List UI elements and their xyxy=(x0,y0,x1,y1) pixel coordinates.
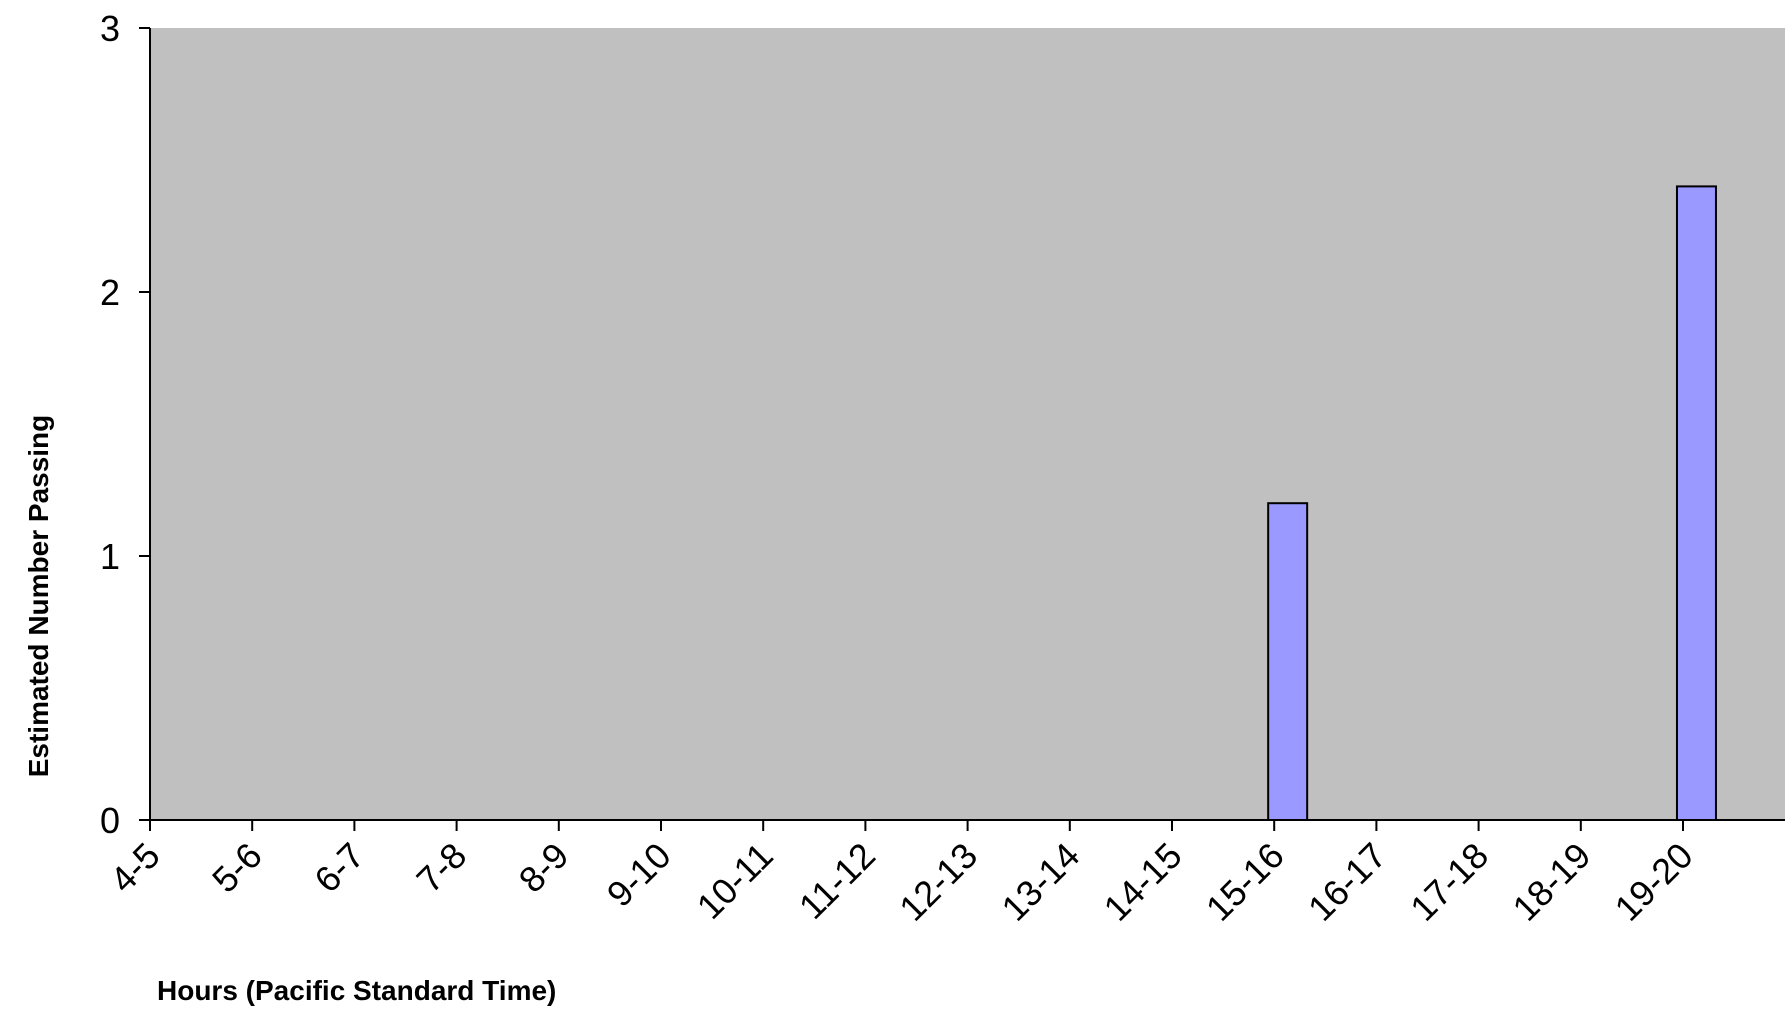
bar-19-20 xyxy=(1675,185,1717,821)
bar-15-16 xyxy=(1267,502,1309,821)
x-tick-label-14-15: 14-15 xyxy=(1096,835,1190,929)
x-tick-label-8-9: 8-9 xyxy=(511,835,577,901)
x-tick-label-12-13: 12-13 xyxy=(891,835,985,929)
x-tick-label-11-12: 11-12 xyxy=(791,835,883,927)
x-tick-label-7-8: 7-8 xyxy=(408,835,474,901)
x-tick-label-18-19: 18-19 xyxy=(1504,835,1598,929)
x-tick-label-6-7: 6-7 xyxy=(306,835,372,901)
x-axis: 4-5 5-6 6-7 7-8 8-9 9-10 10-11 11-12 12-13 13-14 1… xyxy=(102,819,1785,929)
x-tick-label-9-10: 9-10 xyxy=(599,835,679,915)
x-tick-label-16-17: 16-17 xyxy=(1300,835,1394,929)
bars xyxy=(1267,185,1717,821)
y-tick-label: 3 xyxy=(100,8,120,49)
y-axis: 0 1 2 3 xyxy=(100,8,151,841)
y-tick-label: 0 xyxy=(100,800,120,841)
y-axis-title: Estimated Number Passing xyxy=(23,415,54,778)
x-tick-label-19-20: 19-20 xyxy=(1607,835,1701,929)
x-tick-label-15-16: 15-16 xyxy=(1198,835,1292,929)
x-tick-label-17-18: 17-18 xyxy=(1402,835,1496,929)
y-tick-label: 2 xyxy=(100,272,120,313)
x-tick-label-10-11: 10-11 xyxy=(689,835,781,927)
x-axis-title: Hours (Pacific Standard Time) xyxy=(157,975,556,1006)
x-tick-label-4-5: 4-5 xyxy=(102,835,168,901)
plot-area xyxy=(150,28,1785,820)
x-tick-label-5-6: 5-6 xyxy=(204,835,270,901)
y-tick-label: 1 xyxy=(100,536,120,577)
x-tick-label-13-14: 13-14 xyxy=(993,835,1087,929)
